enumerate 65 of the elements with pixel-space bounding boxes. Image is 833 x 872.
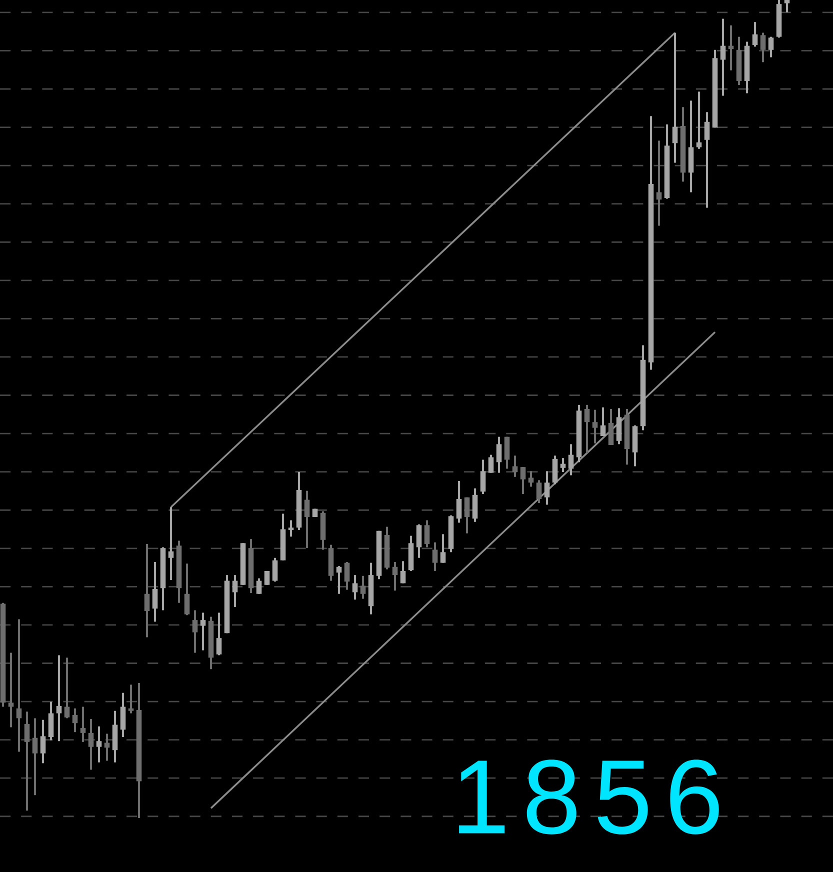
candlestick	[400, 560, 406, 584]
candlestick	[512, 454, 518, 478]
candlestick	[304, 490, 310, 550]
candlestick	[32, 717, 38, 796]
candlestick	[64, 656, 70, 720]
candlestick	[80, 706, 86, 743]
candlestick	[152, 560, 158, 623]
candlestick	[352, 574, 358, 601]
candlestick	[480, 458, 486, 496]
candlestick	[120, 692, 126, 738]
candlestick	[608, 408, 614, 446]
candlestick	[128, 684, 134, 714]
candlestick	[336, 565, 342, 595]
candlestick	[288, 519, 294, 538]
candlestick	[424, 519, 430, 548]
candlestick	[768, 36, 774, 58]
candlestick	[704, 111, 710, 209]
candlestick	[456, 480, 462, 524]
candlestick	[272, 556, 278, 583]
candlestick	[584, 404, 590, 454]
candlestick	[360, 574, 366, 600]
candlestick	[752, 21, 758, 48]
candlestick	[720, 18, 726, 97]
candlestick	[472, 487, 478, 523]
candlestick	[144, 542, 150, 638]
candlestick	[592, 408, 598, 444]
candlestick	[184, 562, 190, 616]
candlestick	[16, 618, 22, 753]
candlestick	[216, 612, 222, 656]
candlestick	[544, 470, 550, 506]
candlestick	[488, 454, 494, 474]
candlestick	[96, 725, 102, 764]
candlestick	[192, 609, 198, 654]
candlestick	[552, 454, 558, 486]
candlestick	[760, 32, 766, 64]
annotation: 1856	[459, 760, 719, 834]
candlestick	[784, 0, 790, 14]
candlestick	[88, 718, 94, 771]
candlestick	[600, 406, 606, 438]
candlestick	[464, 496, 470, 534]
candlestick	[232, 574, 238, 608]
candlestick	[200, 612, 206, 652]
candlestick	[560, 457, 566, 474]
candlestick	[8, 652, 14, 728]
candlestick	[440, 533, 446, 564]
candlestick	[504, 436, 510, 470]
candlestick	[656, 140, 662, 227]
candlestick	[48, 700, 54, 742]
candlestick	[528, 470, 534, 488]
candlestick	[72, 707, 78, 734]
candlestick	[416, 523, 422, 559]
candlestick	[616, 407, 622, 446]
candlestick	[496, 436, 502, 474]
candlestick	[168, 506, 174, 582]
candlestick	[392, 560, 398, 592]
candlestick	[672, 32, 678, 164]
candlestick	[536, 479, 542, 504]
candlestick	[40, 718, 46, 764]
candlestick	[256, 577, 262, 595]
candlestick	[520, 466, 526, 496]
candlestick	[344, 560, 350, 591]
candlestick	[432, 541, 438, 572]
candlestick	[56, 654, 62, 742]
candlestick	[24, 710, 30, 812]
candlestick	[568, 443, 574, 476]
